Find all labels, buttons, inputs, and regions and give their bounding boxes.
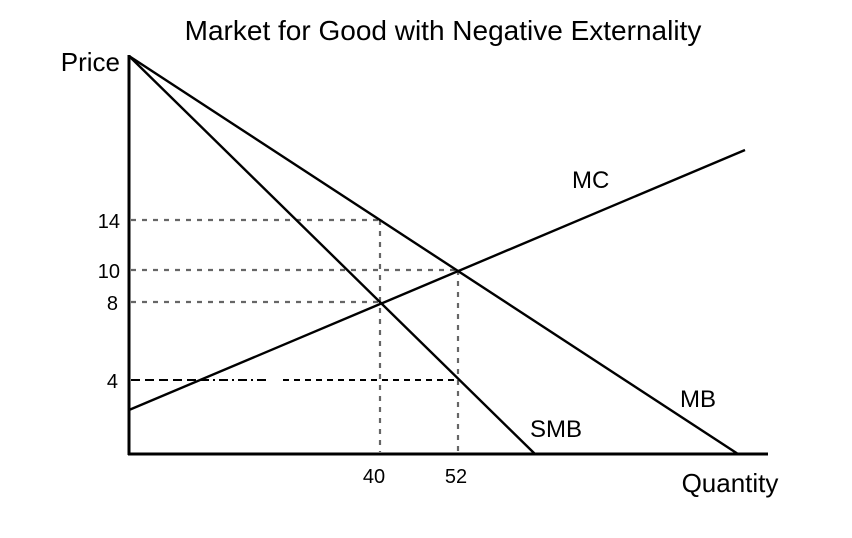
curves xyxy=(128,54,746,456)
axes xyxy=(127,55,768,456)
x-tick-52: 52 xyxy=(445,466,467,488)
y-tick-10: 10 xyxy=(98,261,120,283)
y-tick-8: 8 xyxy=(107,293,118,315)
mc-curve xyxy=(128,148,746,412)
x-tick-40: 40 xyxy=(363,466,385,488)
chart-title: Market for Good with Negative Externalit… xyxy=(185,15,702,46)
mb-curve xyxy=(128,54,739,456)
x-axis-label: Quantity xyxy=(682,468,779,498)
smb-curve xyxy=(128,55,536,455)
y-axis-label: Price xyxy=(61,47,120,77)
mc-label: MC xyxy=(572,167,609,194)
guide-lines xyxy=(131,218,460,452)
mb-label: MB xyxy=(680,386,716,413)
smb-label: SMB xyxy=(530,416,582,443)
y-tick-14: 14 xyxy=(98,211,120,233)
y-tick-4: 4 xyxy=(107,371,118,393)
